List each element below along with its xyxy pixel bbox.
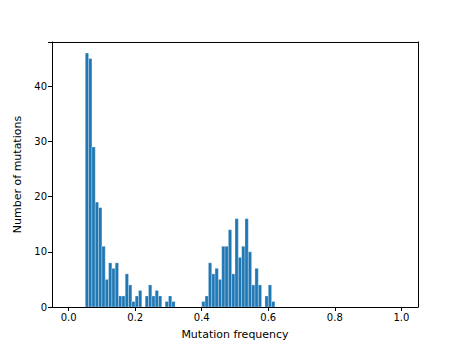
svg-text:0.2: 0.2 (127, 312, 143, 323)
svg-text:10: 10 (34, 246, 47, 257)
svg-text:30: 30 (34, 136, 47, 147)
svg-text:Mutation frequency: Mutation frequency (181, 328, 289, 341)
svg-text:0.4: 0.4 (194, 312, 210, 323)
svg-text:20: 20 (34, 191, 47, 202)
svg-text:0.8: 0.8 (327, 312, 343, 323)
svg-text:0.0: 0.0 (61, 312, 77, 323)
svg-text:0: 0 (41, 302, 47, 313)
svg-text:0.6: 0.6 (260, 312, 276, 323)
svg-text:40: 40 (34, 81, 47, 92)
svg-text:Number of mutations: Number of mutations (11, 116, 24, 234)
svg-text:1.0: 1.0 (393, 312, 409, 323)
